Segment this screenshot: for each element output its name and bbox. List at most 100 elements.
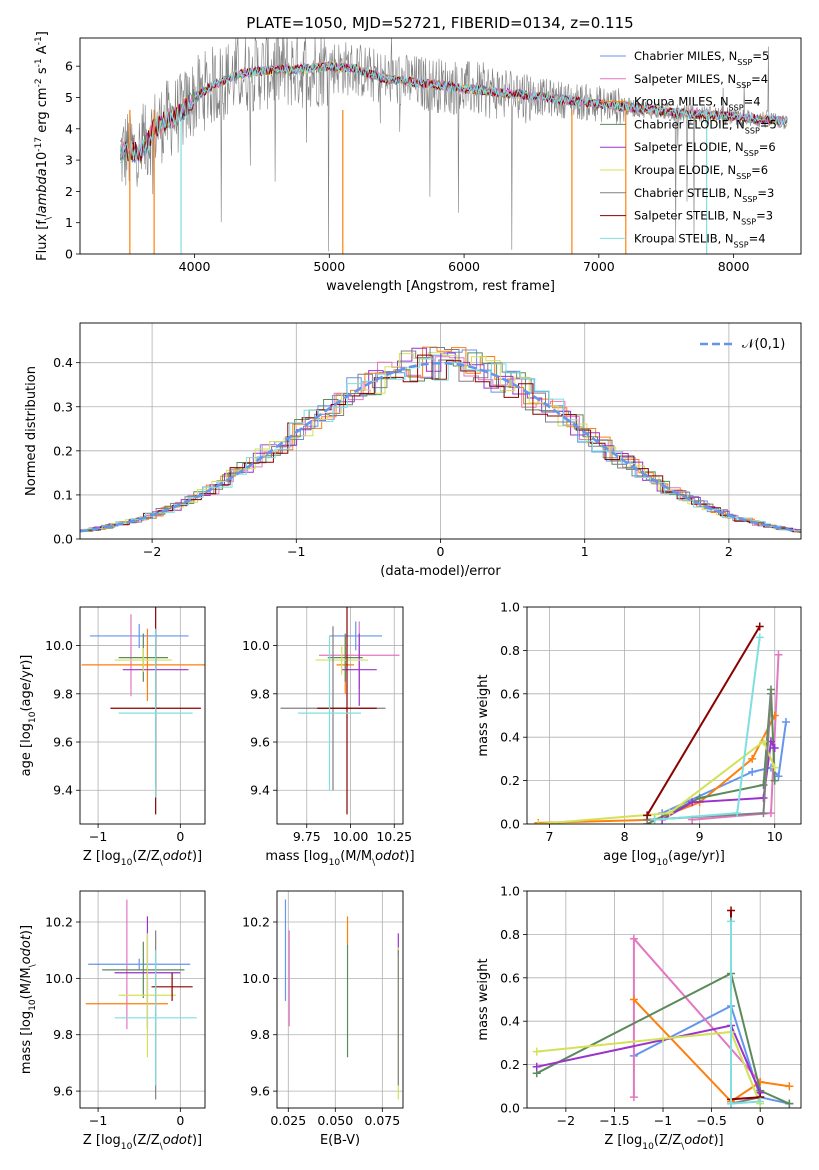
axes-frame xyxy=(79,606,206,825)
y-tick-label: 9.8 xyxy=(53,686,73,701)
x-tick-label: 2 xyxy=(725,544,733,559)
error-bar-6 xyxy=(118,933,177,1058)
legend-label-2: Salpeter MILES, NSSP=4 xyxy=(634,72,768,90)
axes-frame xyxy=(276,606,404,825)
axes-mass_vs_Z: −1 0 9.6 9.8 10.0 10.2 Z [log10(Z/Z\odot)] mass… xyxy=(19,890,206,1152)
x-tick-label: 0 xyxy=(176,829,184,844)
x-tick-label: 5000 xyxy=(313,259,345,274)
weight-line-8 xyxy=(646,625,761,816)
y-tick-label: 10.2 xyxy=(242,915,270,930)
axes-age_vs_Z: −1 0 9.4 9.6 9.8 10.0 Z [log10(Z/Z\odot)] age [… xyxy=(19,606,206,868)
y-tick-label: 9.6 xyxy=(53,735,73,750)
x-tick-label: 10.25 xyxy=(376,829,412,844)
y-tick-label: 9.6 xyxy=(53,1084,73,1099)
y-tick-label: 0.6 xyxy=(500,970,520,985)
y-tick-label: 10.0 xyxy=(45,638,73,653)
axes-weight_vs_age: 7 8 9 10 0.0 0.2 0.4 0.6 0.8 1.0 age [log10(age/yr… xyxy=(476,600,802,868)
grid-lines xyxy=(80,607,205,824)
x-tick-label: 0.025 xyxy=(270,1113,306,1128)
weight-marker xyxy=(770,763,779,772)
weight-marker xyxy=(755,622,764,631)
x-axis-label: Z [log10(Z/Z\odot)] xyxy=(83,849,202,868)
legend-label-5: Salpeter ELODIE, NSSP=6 xyxy=(634,140,776,158)
x-tick-label: 0.050 xyxy=(317,1113,353,1128)
weight-marker xyxy=(785,1099,794,1108)
axes-weight_vs_Z: −2 −1.5 −1 −0.5 0 0.0 0.2 0.4 0.6 0.8 1.0 Z [log10(… xyxy=(476,884,802,1152)
y-tick-label: 4 xyxy=(65,121,73,136)
axes-spectrum: 4000 5000 6000 7000 8000 0 1 2 3 4 5 6 wavelength [A… xyxy=(34,31,802,294)
y-tick-label: 9.8 xyxy=(250,686,270,701)
grid-lines xyxy=(277,891,403,1108)
weight-line-4 xyxy=(536,972,790,1105)
y-tick-label: 0.8 xyxy=(500,927,520,942)
error-bar-6 xyxy=(315,645,368,675)
y-tick-label: 9.8 xyxy=(53,1027,73,1042)
grid-lines xyxy=(277,607,403,824)
axes-residuals: −2 −1 0 1 2 0.0 0.1 0.2 0.3 0.4 (data-model)/error… xyxy=(24,322,802,579)
x-tick-label: −1 xyxy=(654,1113,672,1128)
weight-marker xyxy=(665,809,674,818)
histogram-series-9 xyxy=(80,358,801,532)
error-bar-1 xyxy=(329,621,382,651)
y-tick-label: 0.2 xyxy=(53,443,73,458)
weight-marker xyxy=(774,772,783,781)
weight-line-3 xyxy=(633,998,790,1103)
weight-marker xyxy=(774,650,783,659)
error-bar-9 xyxy=(298,635,361,791)
y-tick-label: 0 xyxy=(65,247,73,262)
y-tick-label: 0.8 xyxy=(500,643,520,658)
x-tick-label: 8000 xyxy=(718,259,750,274)
figure-title: PLATE=1050, MJD=52721, FIBERID=0134, z=0… xyxy=(246,14,633,32)
weight-marker xyxy=(534,820,543,824)
legend: Chabrier MILES, NSSP=5 Salpeter MILES, NS… xyxy=(600,49,777,249)
y-tick-label: 9.6 xyxy=(250,1084,270,1099)
weight-marker xyxy=(643,811,652,820)
x-tick-label: 7 xyxy=(546,829,554,844)
weight-marker xyxy=(766,689,775,698)
weight-marker xyxy=(770,744,779,753)
y-axis-label: mass weight xyxy=(476,958,491,1040)
y-tick-label: 1.0 xyxy=(500,884,520,899)
error-bar-6 xyxy=(114,647,173,673)
y-tick-label: 0.2 xyxy=(500,773,520,788)
plot-area-weight_vs_Z xyxy=(527,891,801,1108)
weight-marker xyxy=(629,934,638,943)
y-axis-label: age [log10(age/yr)] xyxy=(19,655,38,777)
x-tick-label: −1.5 xyxy=(599,1113,629,1128)
grid-lines xyxy=(80,891,205,1108)
y-tick-label: 10.0 xyxy=(242,971,270,986)
y-axis-label: Flux [f\lambda10-17 erg cm-2 s-1 A-1] xyxy=(34,31,54,261)
weight-marker xyxy=(755,633,764,642)
y-tick-label: 0.6 xyxy=(500,686,520,701)
weight-marker xyxy=(733,809,742,818)
gaussian-curve xyxy=(80,361,799,533)
y-tick-label: 6 xyxy=(65,59,73,74)
axes-frame xyxy=(526,606,802,825)
axes-frame xyxy=(276,890,404,1109)
legend-label-1: Chabrier MILES, NSSP=5 xyxy=(634,49,769,67)
x-tick-label: 0 xyxy=(176,1113,184,1128)
weight-marker xyxy=(766,809,775,818)
x-tick-label: 1 xyxy=(581,544,589,559)
x-tick-label: 10.00 xyxy=(333,829,369,844)
weight-marker xyxy=(727,917,736,926)
y-tick-label: 9.4 xyxy=(53,783,73,798)
error-bar-8 xyxy=(151,972,193,1001)
y-tick-label: 0.4 xyxy=(53,355,73,370)
y-tick-label: 10.0 xyxy=(45,971,73,986)
axes-frame xyxy=(79,890,206,1109)
x-tick-label: −1 xyxy=(89,1113,107,1128)
x-axis-label: wavelength [Angstrom, rest frame] xyxy=(326,279,555,294)
y-tick-label: 0.3 xyxy=(53,399,73,414)
weight-marker xyxy=(759,809,768,818)
y-tick-label: 0.2 xyxy=(500,1057,520,1072)
y-tick-label: 0.4 xyxy=(500,1014,520,1029)
x-axis-label: E(B-V) xyxy=(320,1133,360,1148)
x-tick-label: −2 xyxy=(557,1113,575,1128)
x-tick-label: 10 xyxy=(767,829,783,844)
y-axis-label: Normed distribution xyxy=(24,366,39,496)
series-line-9 xyxy=(119,61,788,165)
histogram-series-8 xyxy=(85,354,801,533)
y-tick-label: 10.2 xyxy=(45,915,73,930)
